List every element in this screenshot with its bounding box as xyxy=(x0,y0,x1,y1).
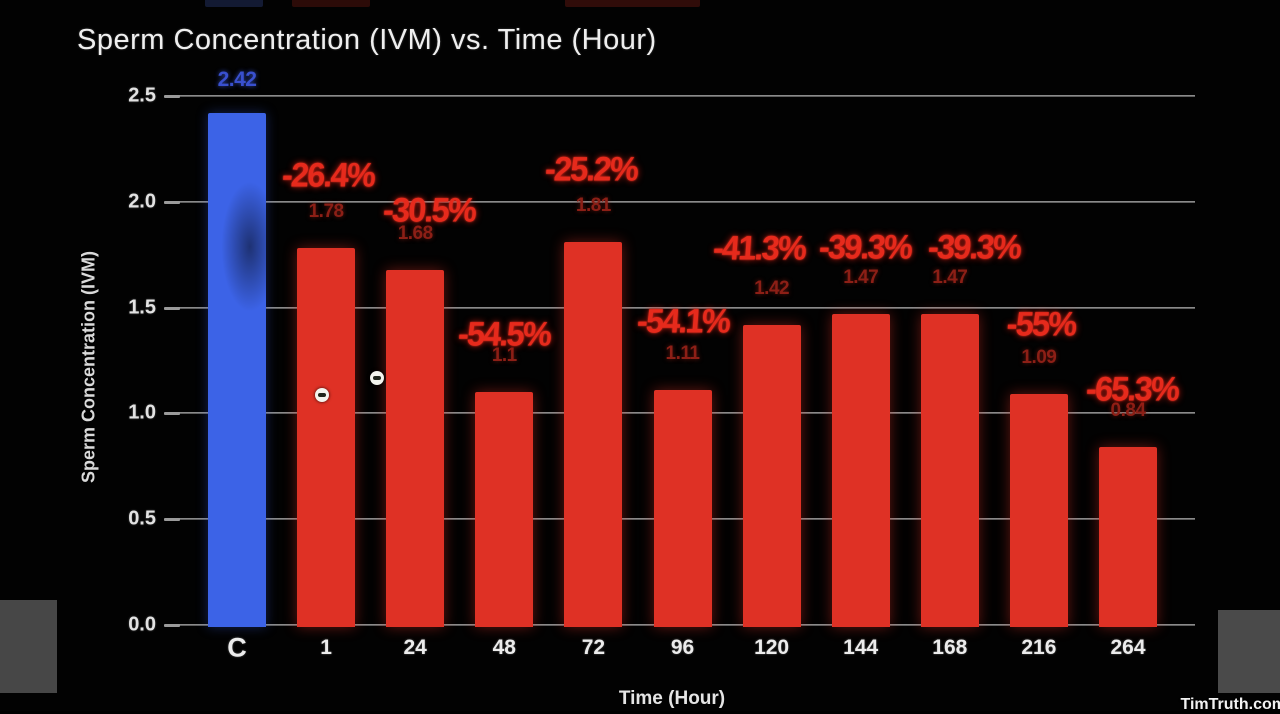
corner-overlay-block xyxy=(1218,610,1280,693)
x-axis-title: Time (Hour) xyxy=(619,688,725,710)
control-bar xyxy=(208,113,266,627)
bar xyxy=(921,314,979,627)
y-tick-mark xyxy=(164,518,180,521)
top-edge-bar-fragment xyxy=(292,0,370,7)
y-tick-label: 0.0 xyxy=(128,614,156,637)
bar xyxy=(832,314,890,627)
corner-overlay-block xyxy=(0,600,57,693)
y-tick-label: 1.5 xyxy=(128,296,156,319)
bar xyxy=(743,325,801,627)
x-tick-label: 216 xyxy=(1021,636,1056,660)
x-tick-label: 72 xyxy=(582,636,605,660)
y-tick-mark xyxy=(164,201,180,204)
x-tick-label: 24 xyxy=(404,636,427,660)
bar xyxy=(654,390,712,627)
x-tick-label: 1 xyxy=(320,636,332,660)
x-tick-label: 144 xyxy=(843,636,878,660)
x-tick-label: 168 xyxy=(932,636,967,660)
bar-pct-label: -25.2% xyxy=(544,151,639,190)
bar-pct-label: -30.5% xyxy=(382,191,477,230)
bar-pct-label: -39.3% xyxy=(926,228,1021,267)
y-tick-mark xyxy=(164,95,180,98)
chart-title: Sperm Concentration (IVM) vs. Time (Hour… xyxy=(77,24,657,57)
x-tick-label: 96 xyxy=(671,636,694,660)
bar xyxy=(1010,394,1068,627)
top-edge-bar-fragment xyxy=(205,0,263,7)
bar-pct-label: -65.3% xyxy=(1085,371,1180,410)
x-tick-label: 264 xyxy=(1110,636,1145,660)
y-tick-mark xyxy=(164,307,180,310)
bar-pct-label: -39.3% xyxy=(817,228,912,267)
annotation-dot xyxy=(370,371,384,385)
bar-value-label: 1.11 xyxy=(666,343,700,365)
y-axis-title: Sperm Concentration (IVM) xyxy=(79,251,100,483)
bar xyxy=(1099,447,1157,627)
top-edge-bar-fragment xyxy=(565,0,700,7)
y-tick-mark xyxy=(164,412,180,415)
bar-value-label: 2.42 xyxy=(218,68,257,92)
bar-value-label: 1.42 xyxy=(754,278,789,300)
bar-pct-label: -26.4% xyxy=(281,157,376,196)
bar xyxy=(386,270,444,627)
y-tick-mark xyxy=(164,624,180,627)
bar-value-label: 1.78 xyxy=(309,201,344,223)
bar-pct-label: -54.5% xyxy=(457,316,552,355)
bar-pct-label: -55% xyxy=(1005,306,1076,345)
y-tick-label: 2.0 xyxy=(128,190,156,213)
annotation-dot xyxy=(315,388,329,402)
x-tick-label: 48 xyxy=(493,636,516,660)
bar xyxy=(564,242,622,627)
gridline xyxy=(178,95,1195,97)
bar-value-label: 1.09 xyxy=(1021,347,1056,369)
y-tick-label: 0.5 xyxy=(128,508,156,531)
x-tick-label: C xyxy=(227,633,247,664)
bar-pct-label: -41.3% xyxy=(711,229,806,268)
watermark: TimTruth.com xyxy=(1181,696,1280,714)
bar-value-label: 1.47 xyxy=(932,267,967,289)
bar-value-label: 1.47 xyxy=(843,267,878,289)
bar-pct-label: -54.1% xyxy=(635,303,730,342)
bar xyxy=(297,248,355,627)
y-tick-label: 2.5 xyxy=(128,85,156,108)
bar xyxy=(475,392,533,627)
x-tick-label: 120 xyxy=(754,636,789,660)
y-tick-label: 1.0 xyxy=(128,402,156,425)
bar-value-label: 1.81 xyxy=(576,195,611,217)
